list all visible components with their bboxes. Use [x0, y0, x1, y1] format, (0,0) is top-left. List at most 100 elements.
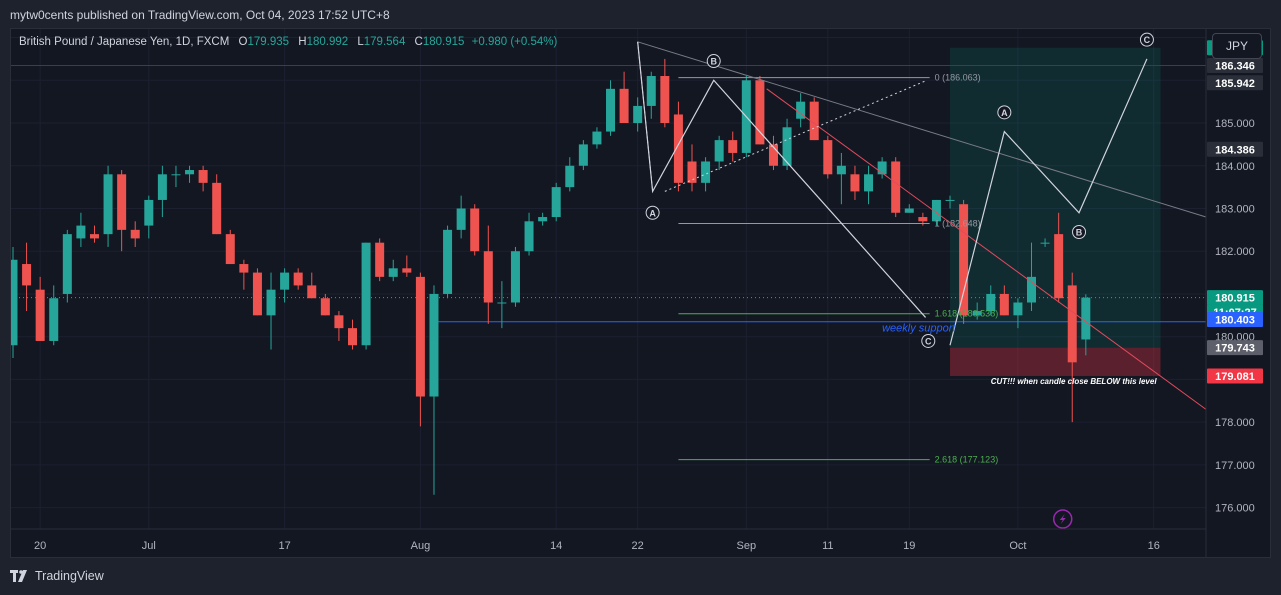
candle-body	[728, 140, 738, 153]
candle-body	[497, 302, 507, 304]
price-label-badge	[1207, 141, 1263, 157]
time-axis: 20 Jul 17 Aug 14 22 Sep 11 19 Oct 16	[11, 528, 1206, 552]
candle-body	[945, 199, 955, 201]
price-label-badge	[1207, 57, 1263, 73]
top-bar: mytw0cents published on TradingView.com,…	[0, 0, 1281, 28]
candle-body	[701, 161, 711, 183]
time-tick-label: 20	[34, 540, 46, 552]
candle-body	[904, 208, 914, 213]
target-zone	[950, 47, 1161, 348]
time-tick-label: Jul	[142, 540, 156, 552]
candle-body	[809, 101, 819, 141]
time-tick-label: 14	[550, 540, 562, 552]
fib-level-label: 2.618 (177.123)	[935, 455, 999, 465]
lightning-bolt	[1059, 514, 1066, 524]
wave-label-circle	[706, 54, 721, 69]
candle-body	[959, 204, 969, 316]
candle-body	[443, 229, 453, 294]
candle-body	[877, 161, 887, 175]
candle-body	[619, 88, 629, 124]
candle-body	[551, 187, 561, 218]
candle-body	[334, 315, 344, 329]
candle-body	[1013, 302, 1023, 316]
cut-annotation: CUT!!! when candle close BELOW this leve…	[991, 377, 1158, 386]
fib-level-label: 1.618 (180.538)	[935, 309, 999, 319]
candle-body	[239, 264, 249, 273]
symbol-name: British Pound / Japanese Yen, 1D, FXCM	[19, 36, 230, 48]
candle-body	[646, 76, 656, 106]
candle-body	[402, 268, 412, 273]
wave-label-circle	[1139, 32, 1154, 47]
candle-body	[999, 293, 1009, 316]
low-label: L	[357, 36, 364, 48]
candle-body	[918, 217, 928, 222]
candle-body	[89, 234, 99, 239]
low-value: 179.564	[363, 36, 406, 48]
candle-body	[348, 328, 357, 346]
candle-body	[117, 174, 127, 230]
candle-body	[388, 268, 398, 277]
candle-body	[307, 285, 317, 299]
candle-body	[864, 174, 874, 192]
stop-zone	[950, 347, 1161, 376]
price-label-text: 185.942	[1215, 78, 1255, 90]
price-label-text: 184.386	[1215, 144, 1255, 156]
candle-body	[225, 234, 235, 265]
abc-wave-projection	[949, 58, 1148, 346]
candle-body	[320, 298, 330, 316]
time-tick-label: 16	[1148, 540, 1160, 552]
wave-label: A	[649, 208, 656, 218]
drawings-front: 0 (186.063) 1 (182.648) 1.618 (180.538) 2.6…	[637, 32, 1207, 529]
price-tick-label: 176.000	[1215, 503, 1255, 515]
price-label-badge	[1207, 340, 1263, 356]
candle-body	[850, 174, 860, 192]
wave-label: C	[1144, 35, 1151, 45]
candle-body	[606, 88, 616, 132]
wave-label-circle	[997, 105, 1012, 120]
candle-body	[1054, 234, 1064, 299]
time-tick-label: 11	[822, 540, 833, 552]
price-chart[interactable]: 0 (186.063) 1 (182.648) 1.618 (180.538) 2.6…	[11, 29, 1270, 557]
candle-body	[103, 174, 113, 235]
price-label-badge	[1207, 368, 1263, 384]
tradingview-brand[interactable]: TradingView	[10, 569, 104, 583]
price-label-badge	[1207, 75, 1263, 91]
candle-body	[130, 229, 140, 239]
candle-body	[931, 199, 941, 222]
candle-body	[592, 131, 602, 145]
candle-body	[755, 80, 765, 145]
symbol-legend: British Pound / Japanese Yen, 1D, FXCM O…	[19, 36, 557, 48]
time-tick-label: Oct	[1009, 540, 1026, 552]
wave-label-circle	[921, 333, 936, 348]
candle-body	[144, 199, 154, 226]
price-label-text: 179.743	[1215, 343, 1255, 355]
candle-body	[76, 225, 86, 239]
wave-label-circle	[1072, 224, 1087, 239]
brand-name: TradingView	[35, 569, 104, 583]
close-label: C	[414, 36, 423, 48]
candle-body	[1040, 242, 1050, 244]
candle-body	[510, 251, 520, 303]
candle-body	[538, 217, 548, 222]
candle-body	[293, 272, 303, 286]
candle-body	[35, 289, 45, 341]
change-value: +0.980 (+0.54%)	[471, 36, 558, 48]
candle-body	[280, 272, 290, 290]
high-value: 180.992	[306, 36, 349, 48]
candle-body	[972, 311, 982, 316]
currency-button[interactable]: JPY	[1212, 33, 1262, 59]
fib-level-label: 1 (182.648)	[935, 219, 981, 229]
wave-label: B	[1076, 227, 1083, 237]
candle-body	[483, 251, 493, 303]
chart-panel[interactable]: 0 (186.063) 1 (182.648) 1.618 (180.538) 2.6…	[10, 28, 1271, 558]
candle-body	[22, 264, 32, 286]
candlestick-series	[11, 58, 1091, 495]
tradingview-logo-icon	[10, 570, 27, 582]
price-tick-label: 183.000	[1215, 203, 1255, 215]
wave-label: A	[1001, 108, 1008, 118]
price-tick-label: 178.000	[1215, 417, 1255, 429]
candle-body	[524, 221, 534, 252]
candle-body	[266, 289, 276, 316]
candle-body	[49, 298, 59, 341]
candle-body	[673, 114, 683, 183]
